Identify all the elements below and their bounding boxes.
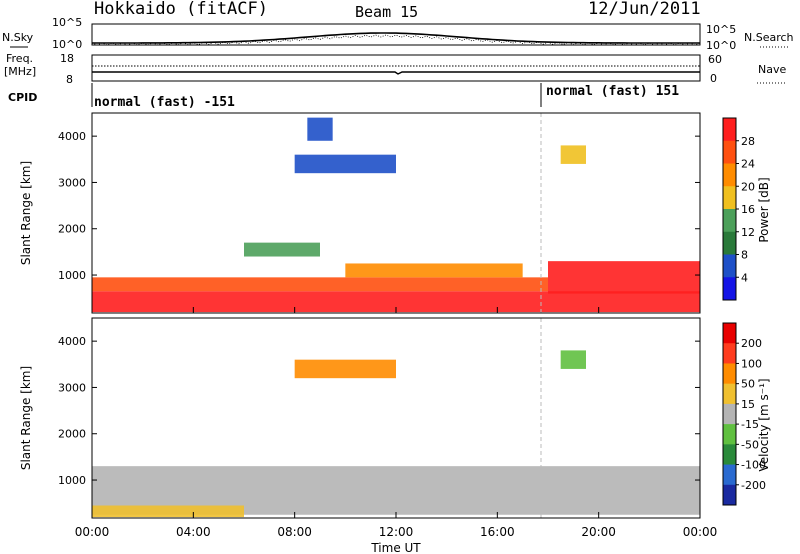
colorbar-swatch	[723, 484, 736, 506]
y-tick-label: 2000	[58, 428, 86, 441]
colorbar-tick-label: 24	[741, 158, 755, 171]
cpid-label: CPID	[8, 91, 37, 104]
scatter-region	[560, 145, 586, 164]
colorbar-swatch	[723, 343, 736, 364]
nsky-panel-frame	[91, 23, 701, 46]
power-colorbar: 4 8 12 16 20 24 28	[722, 117, 755, 301]
nsky-tick-bottom: 10^0	[52, 38, 82, 51]
colorbar-tick-label: -15	[741, 418, 759, 431]
x-tick-label: 12:00	[379, 525, 414, 539]
station-title: Hokkaido (fitACF)	[94, 0, 268, 19]
freq-tick-bottom: 8	[66, 73, 73, 86]
colorbar-swatch	[723, 231, 736, 255]
colorbar-tick-label: 50	[741, 378, 755, 391]
power-ylabel: Slant Range [km]	[19, 161, 33, 265]
colorbar-tick-label: -50	[741, 438, 759, 451]
scatter-region	[307, 117, 333, 141]
scatter-region	[92, 277, 548, 292]
colorbar-swatch	[723, 383, 736, 405]
nsky-right-tick-bottom: 10^0	[706, 39, 736, 52]
freq-line	[92, 71, 700, 75]
colorbar-swatch	[723, 363, 736, 385]
time-axis: 00:00 04:00 08:00 12:00 16:00 20:00 00:00	[75, 307, 718, 539]
cpid-segment-1: normal (fast) -151	[94, 95, 235, 110]
scatter-region	[294, 154, 396, 174]
nave-tick-bottom: 0	[710, 72, 717, 85]
colorbar-tick-label: 28	[741, 135, 755, 148]
colorbar-tick-label: 4	[741, 271, 748, 284]
colorbar-swatch	[723, 424, 736, 445]
scatter-region	[92, 505, 244, 518]
colorbar-swatch	[723, 277, 736, 301]
colorbar-swatch	[723, 118, 736, 142]
y-tick-label: 3000	[58, 176, 86, 189]
colorbar-tick-label: 15	[741, 398, 755, 411]
y-tick-label: 1000	[58, 269, 86, 282]
colorbar-swatch	[723, 444, 736, 466]
x-tick-label: 00:00	[683, 525, 718, 539]
nsky-right-tick-top: 10^5	[706, 23, 736, 36]
y-tick-label: 2000	[58, 223, 86, 236]
colorbar-swatch	[723, 163, 736, 187]
x-tick-label: 08:00	[277, 525, 312, 539]
colorbar-tick-label: 16	[741, 203, 755, 216]
scatter-region	[294, 359, 396, 379]
colorbar-tick-label: 20	[741, 180, 755, 193]
freq-label-1: Freq.	[6, 52, 33, 65]
nsky-curve	[92, 32, 700, 44]
colorbar-swatch	[723, 464, 736, 486]
nave-tick-top: 60	[708, 53, 722, 66]
y-tick-label: 1000	[58, 474, 86, 487]
y-tick-label: 4000	[58, 130, 86, 143]
scatter-region	[244, 242, 320, 257]
velocity-colorbar-label: Velocity [m s⁻¹]	[757, 378, 771, 471]
colorbar-tick-label: 8	[741, 249, 748, 262]
nsearch-label: N.Search	[744, 31, 794, 44]
x-tick-label: 00:00	[75, 525, 110, 539]
freq-label-2: [MHz]	[4, 65, 36, 78]
colorbar-swatch	[723, 323, 736, 344]
scatter-region	[92, 291, 700, 313]
freq-panel-frame	[91, 54, 701, 82]
velocity-colorbar: 200 100 50 15 -15 -50 -100 -200	[722, 322, 766, 506]
y-tick-label: 3000	[58, 381, 86, 394]
time-axis-label: Time UT	[370, 541, 421, 554]
y-tick-label: 4000	[58, 335, 86, 348]
power-colorbar-label: Power [dB]	[757, 177, 771, 242]
scatter-region	[548, 261, 700, 294]
colorbar-tick-label: 12	[741, 226, 755, 239]
colorbar-tick-label: 200	[741, 337, 762, 350]
colorbar-tick-label: -100	[741, 459, 766, 472]
freq-tick-top: 18	[60, 52, 74, 65]
nave-label: Nave	[758, 63, 786, 76]
nsearch-curve	[91, 34, 701, 46]
scatter-region	[345, 263, 523, 278]
x-tick-label: 16:00	[480, 525, 515, 539]
colorbar-frame	[722, 322, 737, 506]
x-tick-label: 04:00	[176, 525, 211, 539]
velocity-panel: 1000 2000 3000 4000 Slant Range [km]	[19, 317, 701, 519]
beam-label: Beam 15	[355, 3, 418, 21]
colorbar-swatch	[723, 140, 736, 164]
scatter-region	[560, 350, 586, 369]
nsky-label: N.Sky	[2, 31, 34, 44]
colorbar-tick-label: -200	[741, 479, 766, 492]
colorbar-swatch	[723, 254, 736, 278]
power-panel: 1000 2000 3000 4000 Slant Range [km]	[19, 112, 701, 314]
x-tick-label: 20:00	[581, 525, 616, 539]
nsky-tick-top: 10^5	[52, 16, 82, 29]
date-label: 12/Jun/2011	[588, 0, 701, 19]
colorbar-swatch	[723, 209, 736, 233]
cpid-segment-2: normal (fast) 151	[546, 84, 679, 99]
colorbar-swatch	[723, 403, 736, 425]
velocity-ylabel: Slant Range [km]	[19, 366, 33, 470]
colorbar-swatch	[723, 186, 736, 210]
colorbar-tick-label: 100	[741, 357, 762, 370]
